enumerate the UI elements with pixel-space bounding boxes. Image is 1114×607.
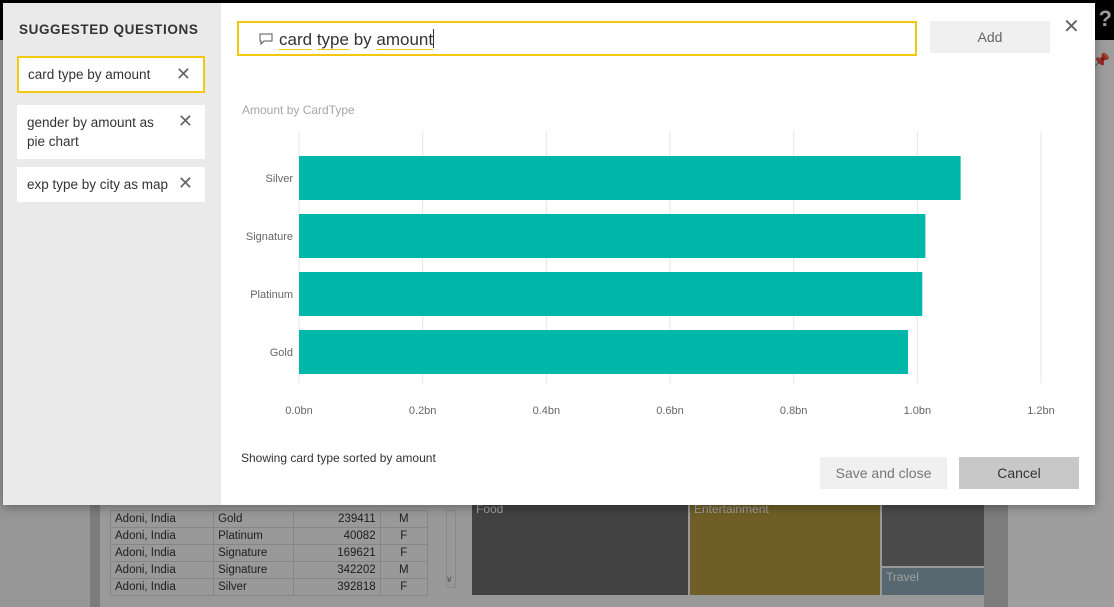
table-cell: F bbox=[379, 578, 429, 596]
add-button[interactable]: Add bbox=[930, 21, 1050, 53]
bar[interactable] bbox=[299, 156, 961, 200]
pin-icon[interactable]: 📌 bbox=[1092, 52, 1110, 68]
table-cell: Gold bbox=[213, 510, 294, 528]
text-caret bbox=[433, 29, 435, 48]
bar[interactable] bbox=[299, 330, 909, 374]
table-cell: Adoni, India bbox=[109, 544, 215, 562]
treemap-tile-entertainment[interactable]: Entertainment bbox=[690, 500, 880, 595]
question-word: card bbox=[279, 30, 313, 50]
table-row[interactable]: Adoni, India Platinum 40082 F bbox=[109, 527, 429, 545]
bar[interactable] bbox=[299, 214, 926, 258]
suggested-question-item[interactable]: gender by amount as pie chart ✕ bbox=[17, 105, 205, 159]
treemap-tile[interactable] bbox=[882, 500, 984, 566]
x-tick-label: 1.2bn bbox=[1027, 405, 1055, 417]
x-tick-label: 0.8bn bbox=[780, 405, 808, 417]
table-scrollbar[interactable] bbox=[446, 510, 456, 588]
close-icon[interactable]: ✕ bbox=[1063, 16, 1080, 38]
table-cell: 392818 bbox=[292, 578, 381, 596]
suggested-question-item[interactable]: card type by amount ✕ bbox=[17, 56, 205, 93]
question-word: type bbox=[316, 30, 349, 50]
suggested-questions-panel: SUGGESTED QUESTIONS card type by amount … bbox=[3, 3, 221, 505]
suggested-question-label: card type by amount bbox=[28, 67, 151, 82]
table-cell: 239411 bbox=[292, 510, 381, 528]
table-row[interactable]: Adoni, India Silver 392818 F bbox=[109, 578, 429, 596]
x-tick-label: 1.0bn bbox=[904, 405, 932, 417]
suggested-question-item[interactable]: exp type by city as map ✕ bbox=[17, 167, 205, 202]
table-cell: Silver bbox=[213, 578, 294, 596]
save-and-close-button[interactable]: Save and close bbox=[820, 457, 947, 489]
x-tick-label: 0.0bn bbox=[285, 405, 313, 417]
x-tick-label: 0.4bn bbox=[533, 405, 561, 417]
qna-dialog: SUGGESTED QUESTIONS card type by amount … bbox=[3, 3, 1095, 505]
scroll-down-icon[interactable]: ∨ bbox=[446, 574, 453, 584]
question-input[interactable]: card type by amount bbox=[237, 21, 917, 56]
category-label: Silver bbox=[265, 173, 293, 185]
x-tick-label: 0.2bn bbox=[409, 405, 437, 417]
status-text: Showing card type sorted by amount bbox=[241, 451, 436, 465]
question-text: card type by amount bbox=[279, 29, 435, 50]
category-label: Gold bbox=[270, 347, 293, 359]
question-word: by bbox=[353, 30, 372, 49]
suggested-question-label: exp type by city as map bbox=[27, 177, 169, 192]
suggested-questions-title: SUGGESTED QUESTIONS bbox=[19, 22, 199, 37]
table-cell: Adoni, India bbox=[109, 578, 215, 596]
cancel-button[interactable]: Cancel bbox=[959, 457, 1079, 489]
report-table: Adoni, India Gold 239411 M Adoni, India Plati… bbox=[109, 510, 429, 596]
remove-question-icon[interactable]: ✕ bbox=[177, 111, 193, 131]
category-label: Platinum bbox=[250, 289, 293, 301]
bar-chart: 0.0bn 0.2bn 0.4bn 0.6bn 0.8bn 1.0bn 1.2bn Silve… bbox=[246, 131, 1055, 417]
bar[interactable] bbox=[299, 272, 923, 316]
question-word: amount bbox=[376, 30, 434, 50]
chart-title: Amount by CardType bbox=[242, 103, 355, 117]
help-icon[interactable]: ? bbox=[1098, 6, 1112, 31]
treemap-tile-food[interactable]: Food bbox=[472, 500, 688, 595]
remove-question-icon[interactable]: ✕ bbox=[177, 173, 193, 193]
speech-bubble-icon bbox=[259, 33, 273, 45]
category-label: Signature bbox=[246, 231, 293, 243]
suggested-question-label: gender by amount as pie chart bbox=[27, 115, 154, 149]
table-row[interactable]: Adoni, India Gold 239411 M bbox=[109, 510, 429, 528]
x-tick-label: 0.6bn bbox=[656, 405, 684, 417]
treemap-tile-travel[interactable]: Travel bbox=[882, 568, 984, 595]
table-cell: 342202 bbox=[292, 561, 381, 579]
remove-question-icon[interactable]: ✕ bbox=[175, 64, 191, 84]
